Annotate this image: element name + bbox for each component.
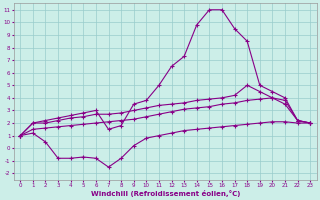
X-axis label: Windchill (Refroidissement éolien,°C): Windchill (Refroidissement éolien,°C) [91, 190, 240, 197]
